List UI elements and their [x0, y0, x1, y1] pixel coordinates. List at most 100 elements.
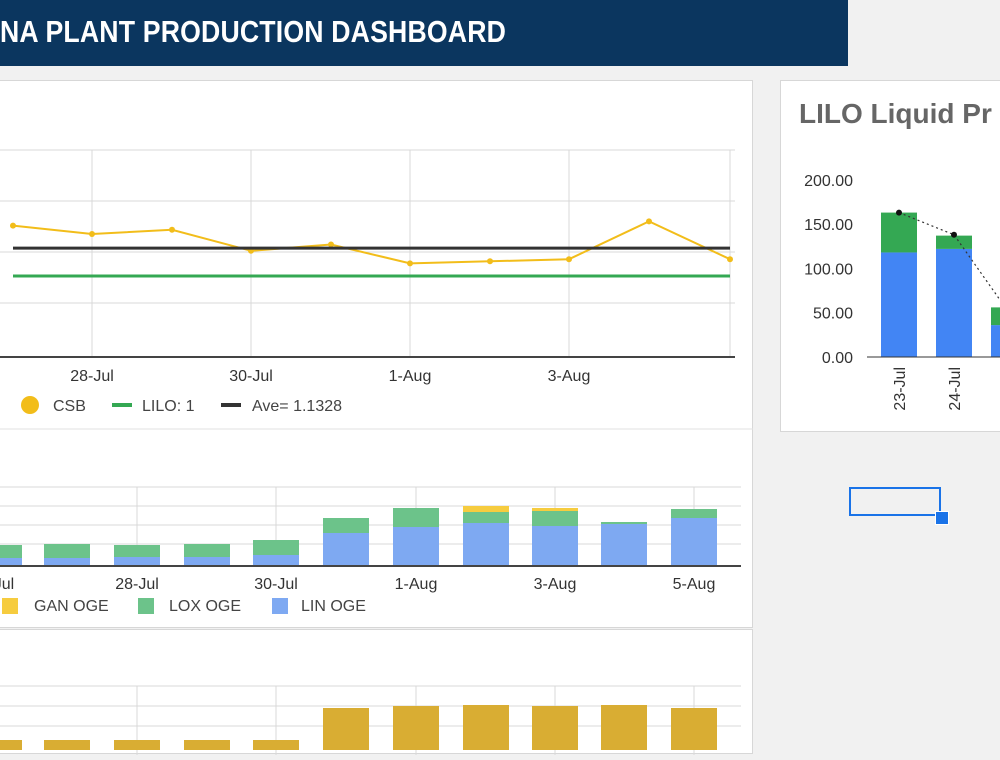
- stacked-bar-7-2: [463, 506, 509, 512]
- lox-legend-marker: [138, 598, 154, 614]
- legend-lilo: LILO: 1: [142, 398, 195, 415]
- dashboard-title: NA PLANT PRODUCTION DASHBOARD: [0, 14, 507, 49]
- right-green-bar-2: [991, 307, 1000, 326]
- right-trend-point-0: [896, 209, 902, 216]
- gold-bar-4: [253, 740, 299, 750]
- right-chart-x-ticks: 23-Jul 24-Jul: [892, 367, 964, 411]
- csb-point-7: [566, 256, 572, 263]
- legend-ave: Ave= 1.1328: [252, 398, 342, 415]
- stacked-bar-8-2: [532, 508, 578, 511]
- stacked-bar-3-1: [184, 544, 230, 557]
- stacked-bar-2-0: [114, 557, 160, 566]
- stacked-bar-1-1: [44, 544, 90, 558]
- gold-bar-6: [393, 706, 439, 750]
- gold-bar-0: [0, 740, 22, 750]
- gold-bar-3: [184, 740, 230, 750]
- stacked-bar-4-1: [253, 540, 299, 555]
- stacked-bar-8-0: [532, 526, 578, 566]
- lilo-legend-marker: [112, 403, 132, 407]
- line-chart-x-ticks: 28-Jul 30-Jul 1-Aug 3-Aug: [70, 368, 590, 385]
- right-chart-y-ticks: 200.00 150.00 100.00 50.00 0.00: [804, 173, 853, 367]
- gold-production-panel: [0, 629, 753, 755]
- stacked-bar-0-1: [0, 545, 22, 558]
- stacked-bar-6-1: [393, 508, 439, 527]
- stacked-x-tick-5: 5-Aug: [673, 576, 716, 593]
- csb-point-0: [10, 222, 16, 229]
- csb-point-8: [646, 218, 652, 225]
- stacked-bar-7-0: [463, 523, 509, 566]
- csb-legend-marker: [21, 396, 39, 414]
- legend-lin: LIN OGE: [301, 598, 366, 615]
- right-green-bar-0: [881, 212, 917, 253]
- csb-point-2: [169, 226, 175, 233]
- gold-bar-5: [323, 708, 369, 750]
- stacked-x-tick-4: 3-Aug: [534, 576, 577, 593]
- stacked-bar-9-0: [601, 524, 647, 566]
- stacked-bar-7-1: [463, 512, 509, 523]
- stacked-bar-6-0: [393, 527, 439, 566]
- gold-bar-1: [44, 740, 90, 750]
- right-blue-bar-0: [881, 252, 917, 357]
- stacked-bar-5-0: [323, 533, 369, 566]
- stacked-chart-x-ticks: Jul 28-Jul 30-Jul 1-Aug 3-Aug 5-Aug: [0, 576, 715, 593]
- dashboard-banner: NA PLANT PRODUCTION DASHBOARD: [0, 0, 848, 66]
- stacked-x-tick-3: 1-Aug: [395, 576, 438, 593]
- gold-bar-8: [532, 706, 578, 750]
- stacked-bar-5-1: [323, 518, 369, 533]
- csb-point-6: [487, 258, 493, 265]
- lilo-liquid-panel: LILO Liquid Pr 200.00 150.00 100.00 50.00 0.…: [780, 80, 1000, 432]
- stacked-bar-10-1: [671, 509, 717, 518]
- right-y-tick-1: 150.00: [804, 217, 853, 234]
- lilo-liquid-chart: LILO Liquid Pr 200.00 150.00 100.00 50.00 0.…: [799, 98, 1000, 411]
- stacked-chart-legend: GAN OGE LOX OGE LIN OGE: [2, 598, 366, 615]
- selected-cell[interactable]: [849, 487, 941, 516]
- csb-point-9: [727, 256, 733, 263]
- csb-point-4: [328, 241, 334, 248]
- stacked-bar-8-1: [532, 511, 578, 526]
- right-chart-title: LILO Liquid Pr: [799, 98, 992, 129]
- gold-chart-bars: [0, 705, 717, 750]
- right-chart-bars: [881, 209, 1000, 357]
- line-x-tick-2: 1-Aug: [389, 368, 432, 385]
- stacked-bar-10-0: [671, 518, 717, 566]
- stacked-chart-bars: [0, 506, 717, 566]
- gold-bar-9: [601, 705, 647, 750]
- gold-bar-chart: [0, 685, 741, 755]
- right-blue-bar-1: [936, 248, 972, 357]
- line-series-0: [12, 220, 731, 265]
- csb-point-5: [407, 260, 413, 267]
- line-x-tick-3: 3-Aug: [548, 368, 591, 385]
- stacked-bar-1-0: [44, 558, 90, 566]
- stacked-x-tick-2: 30-Jul: [254, 576, 298, 593]
- right-y-tick-4: 0.00: [822, 350, 853, 367]
- gold-bar-10: [671, 708, 717, 750]
- ave-legend-marker: [221, 403, 241, 407]
- right-blue-bar-2: [991, 325, 1000, 357]
- stacked-bar-4-0: [253, 555, 299, 566]
- line-x-tick-1: 30-Jul: [229, 368, 273, 385]
- fill-handle[interactable]: [935, 511, 949, 525]
- legend-gan: GAN OGE: [34, 598, 109, 615]
- right-x-tick-1: 24-Jul: [947, 367, 964, 411]
- right-y-tick-3: 50.00: [813, 306, 853, 323]
- right-green-bar-1: [936, 235, 972, 249]
- csb-point-1: [89, 231, 95, 237]
- line-and-stacked-charts: 28-Jul 30-Jul 1-Aug 3-Aug CSB LILO: 1 Ave= …: [0, 149, 753, 615]
- line-chart-series: [10, 218, 733, 278]
- stacked-bar-2-1: [114, 545, 160, 557]
- right-x-tick-0: 23-Jul: [892, 367, 909, 411]
- stacked-x-tick-1: 28-Jul: [115, 576, 159, 593]
- right-y-tick-0: 200.00: [804, 173, 853, 190]
- lin-legend-marker: [272, 598, 288, 614]
- line-chart-legend: CSB LILO: 1 Ave= 1.1328: [21, 396, 342, 415]
- right-y-tick-2: 100.00: [804, 261, 853, 278]
- stacked-bar-9-1: [601, 522, 647, 524]
- plant-production-panel: 28-Jul 30-Jul 1-Aug 3-Aug CSB LILO: 1 Ave= …: [0, 80, 753, 628]
- gan-legend-marker: [2, 598, 18, 614]
- legend-lox: LOX OGE: [169, 598, 241, 615]
- legend-csb: CSB: [53, 398, 86, 415]
- stacked-bar-3-0: [184, 557, 230, 566]
- line-x-tick-0: 28-Jul: [70, 368, 114, 385]
- stacked-bar-0-0: [0, 558, 22, 566]
- right-trend-point-1: [951, 231, 957, 238]
